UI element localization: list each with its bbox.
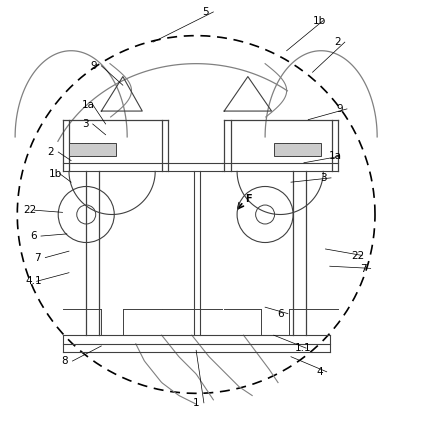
Bar xyxy=(69,144,116,157)
Text: 22: 22 xyxy=(24,205,37,215)
Text: 1b: 1b xyxy=(313,15,326,26)
Bar xyxy=(274,144,321,157)
Text: 4.1: 4.1 xyxy=(26,276,43,286)
Text: 1a: 1a xyxy=(82,99,95,110)
Text: 1b: 1b xyxy=(49,168,62,178)
Text: 5: 5 xyxy=(202,7,209,17)
Text: 1: 1 xyxy=(193,397,200,407)
Text: 2: 2 xyxy=(48,147,54,157)
Text: 3: 3 xyxy=(82,119,88,129)
Text: 8: 8 xyxy=(62,355,68,366)
Text: 1.1: 1.1 xyxy=(295,342,312,353)
Text: 6: 6 xyxy=(30,230,37,241)
Text: 2: 2 xyxy=(334,37,341,47)
Text: 9: 9 xyxy=(91,61,97,71)
Text: 22: 22 xyxy=(351,250,365,260)
Text: 7: 7 xyxy=(35,252,41,262)
Text: 4: 4 xyxy=(316,366,323,376)
Text: 9: 9 xyxy=(336,104,343,114)
Text: F: F xyxy=(245,193,251,203)
Text: 7: 7 xyxy=(360,263,367,273)
Text: 3: 3 xyxy=(320,172,327,183)
Text: 1a: 1a xyxy=(329,151,342,161)
Text: 6: 6 xyxy=(277,308,284,318)
